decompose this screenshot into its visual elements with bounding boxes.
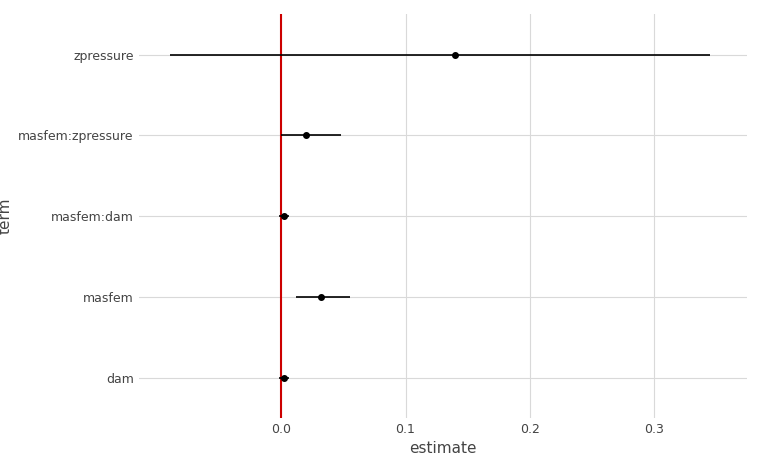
X-axis label: estimate: estimate xyxy=(409,441,477,456)
Y-axis label: term: term xyxy=(0,198,12,234)
